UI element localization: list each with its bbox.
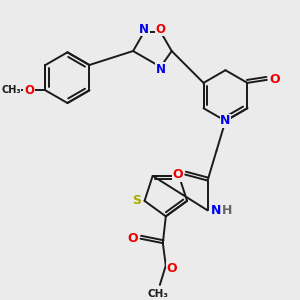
Text: CH₃: CH₃ [2, 85, 21, 95]
Text: N: N [220, 114, 231, 128]
Text: S: S [133, 194, 142, 207]
Text: H: H [222, 204, 232, 217]
Text: O: O [24, 84, 34, 97]
Text: O: O [269, 74, 280, 86]
Text: O: O [167, 262, 177, 275]
Text: O: O [172, 168, 183, 181]
Text: O: O [128, 232, 138, 245]
Text: CH₃: CH₃ [148, 289, 169, 299]
Text: N: N [156, 63, 166, 76]
Text: N: N [211, 204, 222, 217]
Text: N: N [139, 23, 149, 36]
Text: O: O [156, 23, 166, 36]
